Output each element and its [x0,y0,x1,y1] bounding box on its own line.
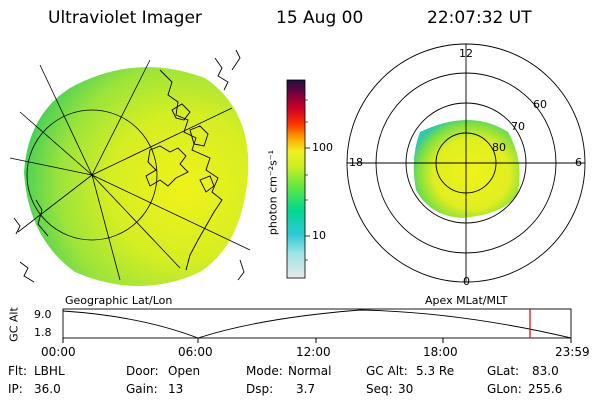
geographic-grid [9,59,251,281]
altitude-tick-low: 1.8 [34,326,52,339]
glon-label: GLon: [487,382,522,396]
instrument-title: Ultraviolet Imager [48,8,202,28]
mode-value: Normal [288,364,332,378]
colorbar-unit-label: photon cm⁻²s⁻¹ [266,149,280,236]
ip-value: 36.0 [34,382,61,396]
glat-value: 83.0 [532,364,559,378]
mode-label: Mode: [246,364,283,378]
geographic-caption: Geographic Lat/Lon [65,294,173,307]
time-tick-2359: 23:59 [555,345,590,359]
mlat-label-60: 60 [533,98,547,111]
observation-date: 15 Aug 00 [276,8,364,28]
colorbar-tick-100: 100 [312,141,333,154]
door-label: Door: [126,364,159,378]
glon-value: 255.6 [528,382,563,396]
ip-label: IP: [8,382,23,396]
mlt-label-0: 0 [463,275,470,288]
apex-caption: Apex MLat/MLT [425,294,508,307]
dsp-label: Dsp: [246,382,274,396]
auroral-emission-polar [413,120,520,218]
mlat-label-70: 70 [511,120,525,133]
auroral-emission-geographic [24,67,249,286]
altitude-axis-label: GC Alt [7,307,21,342]
mlt-label-18: 18 [349,156,363,169]
time-tick-1800: 18:00 [423,345,458,359]
gain-label: Gain: [126,382,158,396]
door-value: Open [168,364,201,378]
altitude-curve [63,309,571,338]
colorbar-tick-10: 10 [312,229,326,242]
coastline-outlines [29,69,223,283]
mlt-label-12: 12 [459,47,473,60]
glat-label: GLat: [487,364,520,378]
gcalt-label: GC Alt: [366,364,408,378]
time-tick-0600: 06:00 [178,345,213,359]
polar-mlat-mlt-plot [346,43,586,283]
flt-label: Flt: [8,364,27,378]
dsp-value: 3.7 [296,382,316,396]
polar-grid [346,43,586,283]
gcalt-value: 5.3 Re [416,364,455,378]
geographic-image [9,49,251,286]
flt-value: LBHL [34,364,65,378]
gain-value: 13 [168,382,184,396]
intensity-colorbar [286,79,310,279]
time-tick-1200: 12:00 [296,345,331,359]
orbit-altitude-plot [62,308,572,343]
time-tick-0000: 00:00 [41,345,76,359]
coastline-fragments [13,49,245,283]
mlt-label-6: 6 [575,156,582,169]
seq-value: 30 [398,382,414,396]
seq-label: Seq: [366,382,393,396]
altitude-tick-high: 9.0 [34,308,52,321]
mlat-label-80: 80 [492,141,506,154]
observation-time: 22:07:32 UT [427,8,532,28]
